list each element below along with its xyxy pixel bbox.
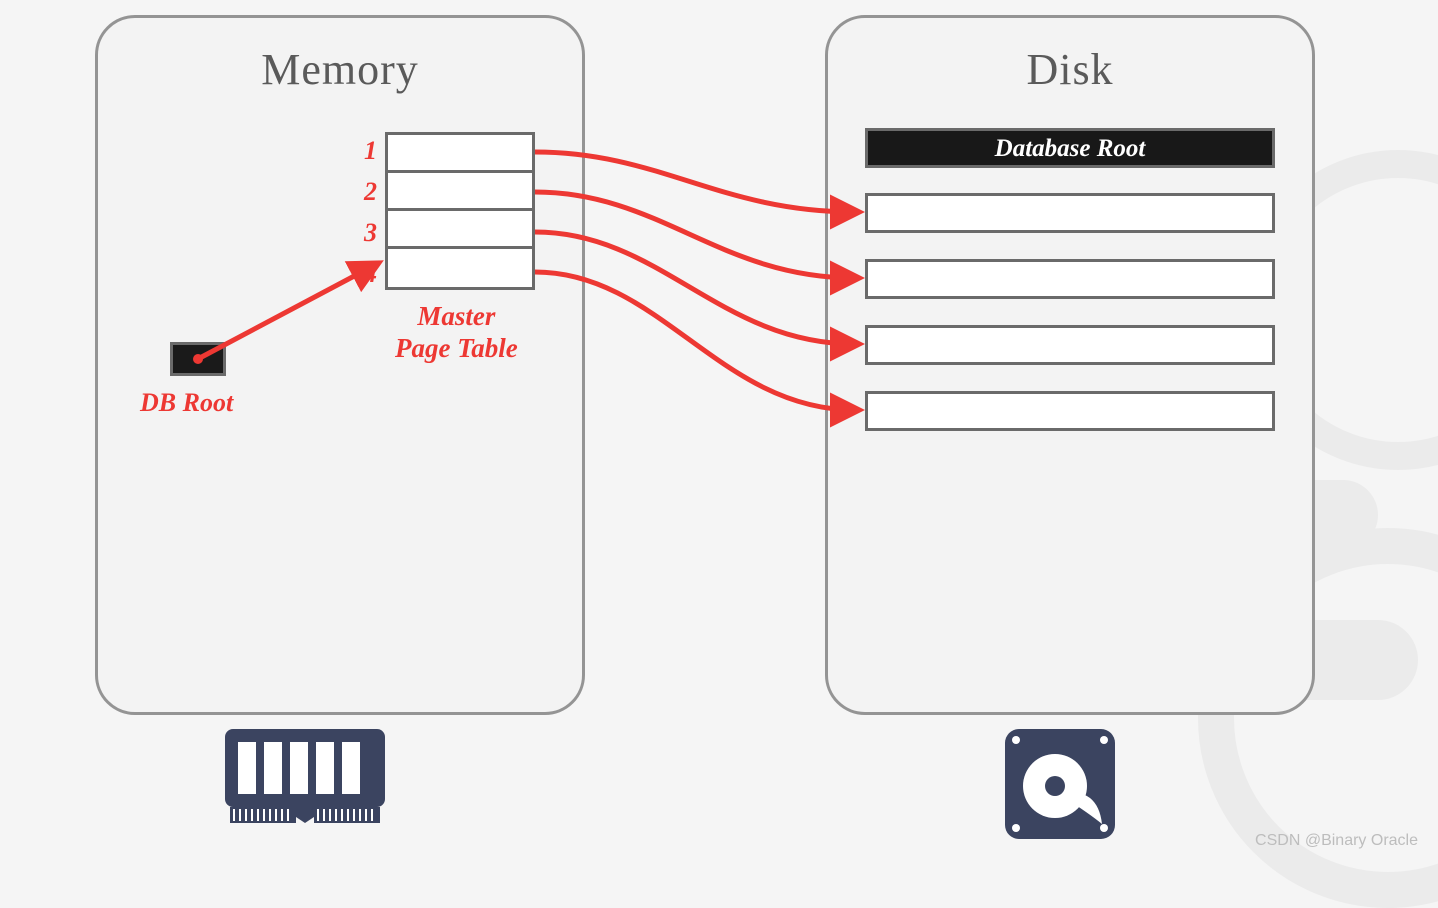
disk-row xyxy=(865,325,1275,365)
page-num-3: 3 xyxy=(357,218,377,248)
disk-row xyxy=(865,391,1275,431)
page-table-row xyxy=(388,173,532,211)
disk-database-root-row: Database Root xyxy=(865,128,1275,168)
disk-title: Disk xyxy=(828,44,1312,95)
page-num-4: 4 xyxy=(357,259,377,289)
memory-title: Memory xyxy=(98,44,582,95)
disk-row xyxy=(865,259,1275,299)
master-page-table xyxy=(385,132,535,290)
disk-container: Disk xyxy=(825,15,1315,715)
db-root-box xyxy=(170,342,226,376)
watermark: CSDN @Binary Oracle xyxy=(1255,832,1418,850)
disk-row xyxy=(865,193,1275,233)
disk-icon xyxy=(1000,724,1120,849)
db-root-label: DB Root xyxy=(140,388,233,418)
db-root-dot xyxy=(193,354,203,364)
master-page-table-label: Master Page Table xyxy=(395,300,518,365)
mpt-label-line1: Master xyxy=(417,301,495,331)
page-table-row xyxy=(388,249,532,287)
page-table-row xyxy=(388,211,532,249)
page-num-2: 2 xyxy=(357,177,377,207)
page-table-row xyxy=(388,135,532,173)
page-num-1: 1 xyxy=(357,136,377,166)
mpt-label-line2: Page Table xyxy=(395,333,518,363)
memory-container: Memory xyxy=(95,15,585,715)
ram-icon xyxy=(220,724,390,839)
